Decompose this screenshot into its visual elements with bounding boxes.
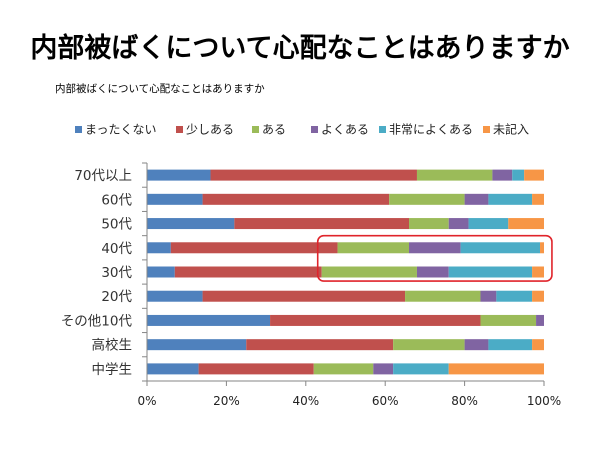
chart-title: 内部被ばくについて心配なことはありますか: [55, 82, 265, 95]
legend-swatch: [483, 126, 490, 133]
bar-segment: [512, 169, 525, 181]
bar-segment: [321, 266, 417, 278]
bar-segment: [147, 266, 175, 278]
chart-legend: まったくない 少しある ある よくある 非常によくある 未記入: [75, 122, 529, 137]
bar-segment: [508, 218, 544, 230]
bar-segment: [464, 339, 489, 351]
x-tick-label: 60%: [372, 394, 399, 408]
legend-item: 非常によくある: [379, 123, 473, 137]
bar-segment: [210, 169, 417, 181]
bar-segment: [147, 339, 247, 351]
annotation-group: [316, 234, 553, 282]
category-label: 60代: [101, 192, 132, 208]
bar-segment: [460, 242, 541, 254]
category-label: 40代: [101, 241, 132, 257]
bar-segment: [270, 314, 481, 326]
bar-segment: [492, 169, 513, 181]
bar-segment: [532, 290, 544, 302]
category-label: その他10代: [61, 313, 133, 329]
legend-label: 非常によくある: [389, 123, 473, 137]
legend-item: よくある: [311, 123, 369, 137]
bars-group: [147, 169, 544, 375]
bar-segment: [202, 290, 406, 302]
bar-segment: [488, 193, 533, 205]
bar-segment: [480, 290, 497, 302]
bar-segment: [170, 242, 338, 254]
bar-segment: [468, 218, 509, 230]
bar-segment: [409, 218, 449, 230]
legend-label: 少しある: [186, 123, 234, 137]
bar-segment: [480, 314, 537, 326]
legend-swatch: [311, 126, 318, 133]
highlight-box: [316, 234, 553, 282]
bar-segment: [540, 242, 544, 254]
legend-swatch: [379, 126, 386, 133]
x-tick-label: 20%: [213, 394, 240, 408]
bar-segment: [448, 266, 533, 278]
bar-segment: [393, 339, 465, 351]
bar-segment: [532, 193, 544, 205]
x-tick-label: 0%: [137, 394, 156, 408]
bar-segment: [246, 339, 394, 351]
category-label: 20代: [101, 289, 132, 305]
bar-segment: [389, 193, 465, 205]
category-label: 50代: [101, 217, 132, 233]
bar-segment: [337, 242, 410, 254]
bar-segment: [393, 363, 449, 375]
slide-title: 内部被ばくについて心配なことはありますか: [30, 33, 570, 64]
legend-swatch: [75, 126, 82, 133]
bar-segment: [464, 193, 489, 205]
bar-segment: [147, 363, 199, 375]
bar-segment: [532, 266, 544, 278]
bar-segment: [409, 242, 461, 254]
bar-segment: [496, 290, 533, 302]
bar-segment: [536, 314, 544, 326]
bar-segment: [416, 266, 449, 278]
bar-segment: [147, 169, 211, 181]
bar-segment: [448, 363, 544, 375]
bar-segment: [416, 169, 493, 181]
legend-label: 未記入: [493, 122, 529, 137]
x-tick-label: 100%: [527, 394, 561, 408]
bar-segment: [313, 363, 374, 375]
legend-swatch: [176, 126, 183, 133]
bar-segment: [147, 218, 235, 230]
category-label: 70代以上: [74, 168, 132, 184]
legend-swatch: [252, 126, 259, 133]
bar-segment: [524, 169, 544, 181]
x-tick-label: 40%: [292, 394, 319, 408]
bar-segment: [174, 266, 322, 278]
category-label: 中学生: [92, 362, 133, 378]
bar-segment: [202, 193, 390, 205]
legend-item: 未記入: [483, 122, 529, 137]
legend-item: 少しある: [176, 123, 234, 137]
bar-segment: [198, 363, 314, 375]
bar-segment: [234, 218, 410, 230]
bar-segment: [147, 193, 203, 205]
category-label: 高校生: [92, 337, 133, 354]
legend-label: よくある: [321, 123, 369, 137]
category-label: 30代: [101, 265, 132, 281]
legend-label: まったくない: [85, 123, 157, 137]
legend-label: ある: [262, 123, 286, 137]
legend-item: ある: [252, 123, 286, 137]
x-tick-label: 80%: [451, 394, 478, 408]
bar-segment: [147, 242, 171, 254]
legend-item: まったくない: [75, 123, 157, 137]
bar-segment: [147, 314, 271, 326]
bar-segment: [373, 363, 394, 375]
bar-segment: [405, 290, 481, 302]
bar-segment: [448, 218, 469, 230]
bar-segment: [532, 339, 544, 351]
bar-segment: [488, 339, 533, 351]
bar-segment: [147, 290, 203, 302]
